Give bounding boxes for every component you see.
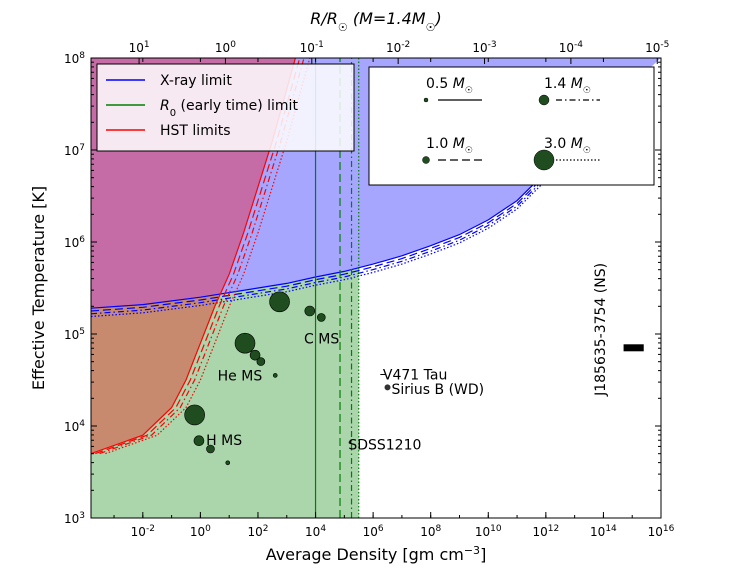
xray-limit-line xyxy=(91,140,570,309)
ns-marker xyxy=(623,344,644,352)
plot-frame xyxy=(90,57,662,519)
star-point xyxy=(249,349,261,361)
x-tick-label: 1012 xyxy=(532,524,559,539)
star-point xyxy=(184,404,205,426)
x-tick-label: 106 xyxy=(363,524,384,539)
x-tick-label: 108 xyxy=(420,524,441,539)
star-point xyxy=(193,435,205,447)
xray-limit-line xyxy=(91,143,570,312)
object-label: V471 Tau xyxy=(383,367,447,383)
top-tick-label: 100 xyxy=(215,40,236,55)
x-tick-label: 100 xyxy=(190,524,211,539)
x-tick-label: 1014 xyxy=(590,524,617,539)
limits-legend-box xyxy=(96,63,355,152)
mass-marker xyxy=(423,97,429,103)
star-point xyxy=(206,444,215,454)
star-point xyxy=(256,357,266,366)
mass-legend: 0.5 M☉ 1.4 M☉ 1.0 M☉ 3.0 M☉ xyxy=(368,66,655,186)
y-tick-label: 104 xyxy=(64,419,85,434)
star-point xyxy=(272,373,278,378)
group-label: H MS xyxy=(206,433,242,449)
legend-label: R0 (early time) limit xyxy=(160,98,298,119)
top-axis-label: R/R☉ (M=1.4M☉) xyxy=(310,9,441,34)
data-points xyxy=(184,291,644,466)
top-tick-label: 10-4 xyxy=(559,40,584,55)
top-tick-label: 10-5 xyxy=(645,40,669,55)
star-point xyxy=(304,305,316,317)
mass-legend-box xyxy=(368,66,655,186)
x-tick-label: 10-2 xyxy=(131,524,155,539)
mass-label: 0.5 M☉ xyxy=(426,76,473,96)
group-label: C MS xyxy=(304,332,339,348)
x-axis-label: Average Density [gm cm−3] xyxy=(266,544,487,565)
hst-limit-line xyxy=(105,58,311,455)
limits-legend: X-ray limit R0 (early time) limit HST limi… xyxy=(96,63,355,152)
x-tick-label: 1010 xyxy=(475,524,502,539)
x-tick-label: 1016 xyxy=(648,524,675,539)
y-tick-label: 105 xyxy=(64,327,85,342)
legend-label: X-ray limit xyxy=(160,73,232,89)
top-tick-label: 10-1 xyxy=(300,40,324,55)
hst-limit-line xyxy=(91,58,296,455)
top-tick-label: 101 xyxy=(129,40,150,55)
r0-excluded-region xyxy=(91,267,359,518)
group-label: He MS xyxy=(218,368,263,384)
y-tick-label: 106 xyxy=(64,235,85,250)
y-tick-label: 108 xyxy=(64,51,85,66)
sdss1210-point xyxy=(348,441,352,445)
legend: X-ray limit R0 (early time) limit HST limi… xyxy=(96,63,655,186)
mass-label: 3.0 M☉ xyxy=(544,136,591,156)
y-axis-label: Effective Temperature [K] xyxy=(29,186,48,390)
hst-excluded-region xyxy=(91,58,296,454)
axis-ticks: 10-2 100 102 104 106 108 1010 1012 1014 1016 103 10… xyxy=(64,40,675,539)
mass-marker xyxy=(533,149,555,171)
star-point xyxy=(234,332,256,354)
star-point xyxy=(225,460,231,466)
hst-limit-line xyxy=(99,58,305,455)
ns-label: J185635-3754 (NS) xyxy=(593,263,609,397)
mass-label: 1.0 M☉ xyxy=(426,136,473,156)
mass-marker xyxy=(422,156,430,164)
x-tick-label: 104 xyxy=(305,524,326,539)
star-point xyxy=(269,291,290,313)
mass-marker xyxy=(538,94,550,106)
mass-label: 1.4 M☉ xyxy=(544,76,591,96)
sirius-b-point xyxy=(384,384,391,391)
legend-label: HST limits xyxy=(160,123,231,139)
object-label: Sirius B (WD) xyxy=(392,382,485,398)
y-tick-label: 107 xyxy=(64,143,85,158)
object-label: SDSS1210 xyxy=(348,437,421,453)
top-tick-label: 10-2 xyxy=(386,40,410,55)
star-point xyxy=(317,313,326,322)
y-tick-label: 103 xyxy=(64,511,85,526)
x-tick-label: 102 xyxy=(247,524,268,539)
top-tick-label: 10-3 xyxy=(472,40,496,55)
hst-limit-line xyxy=(95,58,301,455)
xray-limit-line xyxy=(91,145,570,315)
